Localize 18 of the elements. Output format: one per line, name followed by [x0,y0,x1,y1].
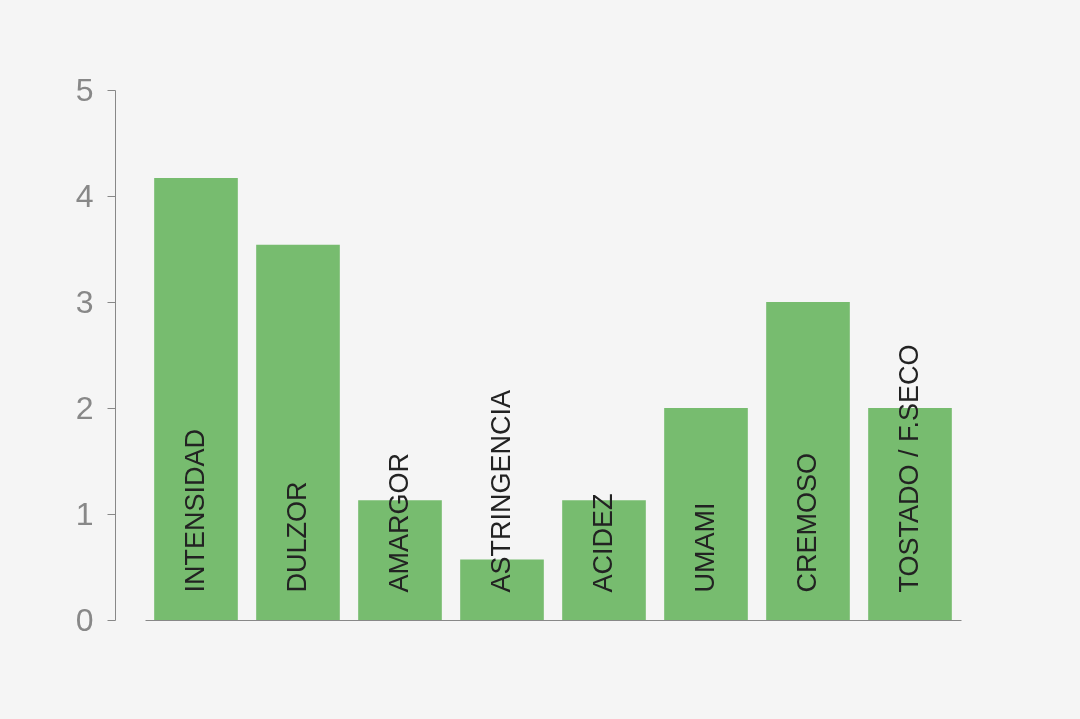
y-tick-label: 5 [75,71,94,108]
x-tick-label: ACIDEZ [588,493,618,593]
y-tick-label: 0 [75,601,94,638]
bar [256,244,340,620]
x-tick-label: AMARGOR [384,452,414,593]
y-tick-label: 4 [75,177,94,214]
y-tick-label: 2 [75,389,94,426]
x-tick-label: DULZOR [282,481,312,593]
bar [664,408,748,620]
x-tick-label: TOSTADO / F.SECO [894,344,924,593]
x-tick-label: UMAMI [690,502,720,593]
bar [766,302,850,620]
x-tick-label: ASTRINGENCIA [486,389,516,593]
x-tick-label: CREMOSO [792,452,822,593]
bar [154,177,238,620]
y-tick-label: 1 [75,495,94,532]
y-tick-label: 3 [75,283,94,320]
x-tick-label: INTENSIDAD [180,428,210,593]
